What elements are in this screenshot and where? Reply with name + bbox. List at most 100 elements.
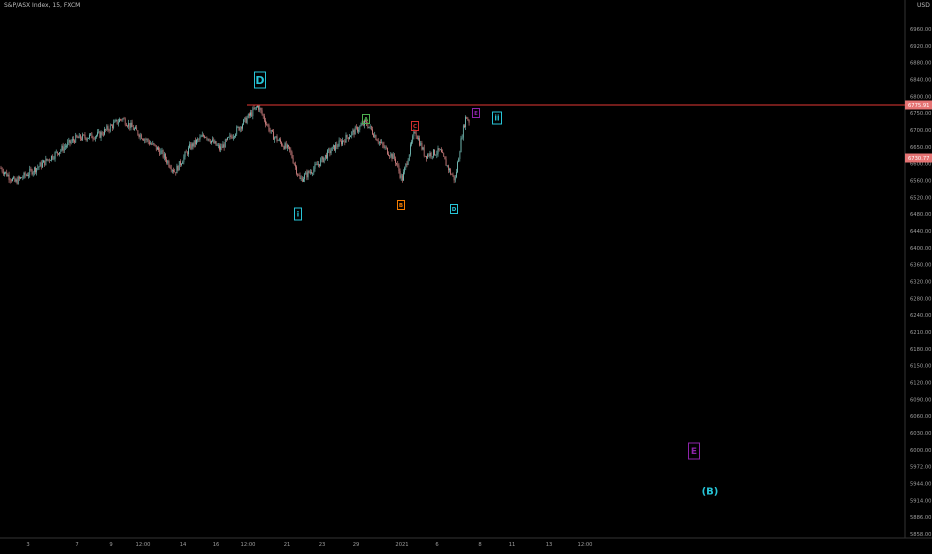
candle-body [139, 134, 141, 138]
candle-body [209, 141, 211, 143]
candle-body [189, 144, 190, 148]
wave-label-box [294, 207, 302, 221]
candle-body [47, 159, 49, 161]
candle-body [185, 151, 187, 153]
candle-body [100, 132, 102, 138]
candle-body [415, 132, 417, 137]
candle-body [269, 130, 271, 132]
candle-body [374, 135, 376, 138]
candle-body [255, 107, 257, 108]
candle-body [212, 139, 213, 141]
x-tick-label: 7 [75, 542, 78, 548]
candle-body [86, 138, 88, 141]
candle-body [276, 136, 278, 141]
candle-body [443, 153, 445, 157]
candle-body [9, 179, 11, 181]
candle-body [192, 143, 194, 147]
candle-body [51, 155, 52, 161]
candle-body [330, 150, 332, 154]
y-tick-label: 6440.00 [910, 229, 931, 235]
wave-label-box [492, 111, 502, 125]
candle-body [343, 140, 345, 142]
candle-body [290, 149, 292, 153]
candle-body [73, 139, 74, 141]
candle-body [166, 159, 167, 163]
candle-body [410, 144, 411, 155]
candle-body [392, 154, 394, 159]
candle-body [298, 175, 300, 176]
candle-body [284, 143, 286, 150]
candle-body [382, 142, 384, 145]
x-tick-label: 12:00 [136, 542, 151, 548]
candle-body [393, 154, 395, 159]
candle-body [439, 149, 441, 151]
candle-body [0, 167, 2, 169]
candle-body [389, 155, 391, 157]
candle-body [358, 129, 359, 132]
candle-body [341, 140, 342, 145]
candle-body [300, 178, 302, 179]
candle-body [168, 161, 170, 167]
resistance-price-tag [905, 100, 932, 110]
candle-body [105, 129, 106, 130]
x-tick-label: 14 [180, 542, 187, 548]
wave-label-text: D [255, 74, 264, 87]
candle-body [203, 134, 204, 137]
candle-body [201, 134, 203, 137]
candle-body [149, 141, 150, 145]
candle-body [249, 113, 250, 116]
y-tick-label: 6750.00 [910, 111, 931, 117]
candle-body [115, 119, 117, 121]
candle-body [57, 151, 58, 154]
candle-body [243, 119, 244, 125]
candle-body [323, 157, 325, 163]
candle-body [422, 147, 424, 150]
candle-body [311, 172, 312, 174]
y-tick-label: 6800.00 [910, 94, 931, 100]
candle-body [384, 147, 386, 148]
y-tick-label: 6400.00 [910, 246, 931, 252]
candle-body [399, 171, 401, 178]
candle-body [21, 177, 23, 179]
candle-body [368, 126, 370, 128]
candle-body [38, 166, 40, 168]
candle-body [5, 171, 6, 173]
wave-label-text: E [691, 447, 697, 457]
candle-body [197, 139, 198, 140]
candle-body [91, 133, 93, 139]
candle-body [466, 116, 468, 119]
candle-body [316, 164, 318, 166]
candle-body [213, 139, 215, 144]
candle-body [19, 177, 20, 179]
candle-body [4, 172, 5, 174]
candle-body [430, 152, 432, 157]
candle-body [67, 142, 69, 146]
candle-body [445, 159, 447, 166]
candle-body [230, 135, 232, 137]
candle-body [14, 177, 16, 182]
candle-body [369, 126, 371, 127]
candle-body [265, 120, 266, 125]
candle-body [460, 138, 462, 153]
candle-body [237, 126, 239, 128]
candle-body [101, 132, 103, 135]
candle-body [376, 139, 378, 141]
candle-body [146, 139, 148, 140]
candle-body [388, 154, 389, 156]
candle-body [353, 130, 355, 135]
candle-body [126, 124, 127, 126]
candle-body [135, 127, 136, 129]
candle-body [170, 168, 172, 171]
candle-body [134, 128, 135, 130]
candle-body [428, 154, 430, 157]
candle-body [199, 137, 201, 140]
candle-body [404, 167, 405, 173]
y-tick-label: 6960.00 [910, 27, 931, 33]
candle-body [252, 108, 254, 117]
candle-body [328, 149, 330, 151]
candle-body [253, 108, 255, 110]
candle-body [423, 147, 425, 156]
candle-body [258, 105, 259, 110]
